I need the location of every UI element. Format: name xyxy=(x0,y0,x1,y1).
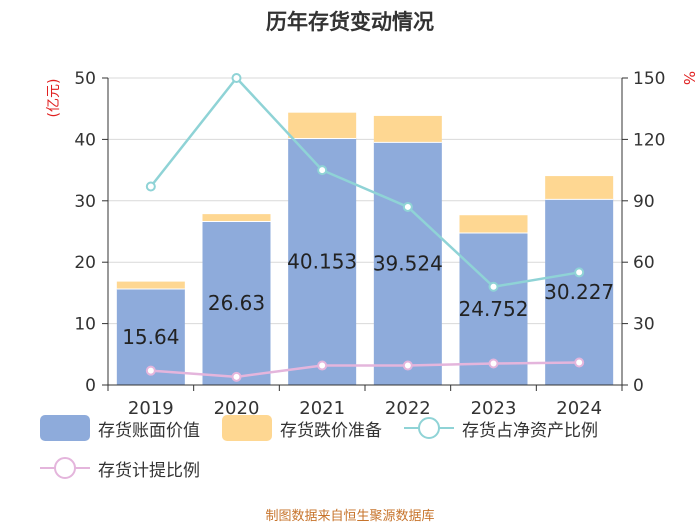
data-labels: 15.64 26.63 40.153 39.524 24.752 30.227 xyxy=(122,250,614,349)
inventory-ratio-point xyxy=(402,201,413,212)
grid-lines xyxy=(108,77,622,325)
x-tick-label: 2021 xyxy=(299,398,345,419)
bar-provision xyxy=(116,281,185,289)
line-series xyxy=(145,73,585,382)
x-tick-label: 2019 xyxy=(128,398,174,419)
y-right-tick-label: 150 xyxy=(633,69,665,89)
y-left-tick-label: 0 xyxy=(85,376,96,396)
legend-label-provision-ratio: 存货计提比例 xyxy=(98,460,200,481)
data-label-book-value: 15.64 xyxy=(122,325,179,349)
y-right-tick-label: 90 xyxy=(633,192,655,212)
y-right-tick-label: 120 xyxy=(633,130,665,150)
legend-row-1: 存货账面价值 存货跌价准备 存货占净资产比例 xyxy=(40,413,620,443)
bar-provision xyxy=(373,115,442,143)
bar-book-value xyxy=(373,142,442,385)
legend-label-provision: 存货跌价准备 xyxy=(280,420,382,441)
legend-label-inventory-ratio: 存货占净资产比例 xyxy=(462,420,598,441)
y-left-tick-label: 40 xyxy=(74,130,96,150)
bar-provision xyxy=(459,215,528,234)
x-tick-label: 2023 xyxy=(471,398,517,419)
y-right-axis-label: % xyxy=(680,71,698,85)
bar-provision xyxy=(288,112,357,139)
legend-swatch-inventory-ratio xyxy=(404,417,454,439)
data-label-book-value: 30.227 xyxy=(544,280,614,304)
y-right-tick-label: 30 xyxy=(633,315,655,335)
y-right-tick-label: 60 xyxy=(633,253,655,273)
y-left-tick-label: 50 xyxy=(74,69,96,89)
provision-ratio-point xyxy=(488,358,499,369)
legend-row-2: 存货计提比例 xyxy=(40,453,222,483)
provision-ratio-point xyxy=(231,371,242,382)
bar-book-value xyxy=(545,199,614,385)
legend-label-book-value: 存货账面价值 xyxy=(98,420,200,441)
axes: 0 10 20 30 40 50 0 30 60 90 120 150 2019 2020 2021 2022… xyxy=(46,69,698,419)
legend-swatch-book-value xyxy=(40,415,90,441)
inventory-ratio-point xyxy=(145,181,156,192)
provision-ratio-point xyxy=(574,357,585,368)
bar-provision xyxy=(202,214,271,222)
x-tick-label: 2020 xyxy=(214,398,260,419)
provision-ratio-point xyxy=(317,360,328,371)
chart-title: 历年存货变动情况 xyxy=(266,10,434,34)
inventory-ratio-point xyxy=(317,165,328,176)
data-label-book-value: 26.63 xyxy=(208,291,265,315)
legend-item-book-value[interactable]: 存货账面价值 xyxy=(40,415,200,441)
y-left-tick-label: 30 xyxy=(74,192,96,212)
data-label-book-value: 24.752 xyxy=(459,297,529,321)
bar-provision xyxy=(545,176,614,200)
legend-item-inventory-ratio[interactable]: 存货占净资产比例 xyxy=(404,415,598,441)
x-tick-label: 2022 xyxy=(385,398,431,419)
inventory-ratio-line xyxy=(149,76,580,289)
provision-ratio-point xyxy=(145,365,156,376)
bar-book-value xyxy=(202,221,271,385)
legend-swatch-provision xyxy=(222,415,272,441)
y-right-tick-label: 0 xyxy=(633,376,644,396)
legend-item-provision[interactable]: 存货跌价准备 xyxy=(222,415,382,441)
data-label-book-value: 40.153 xyxy=(287,250,357,274)
legend-swatch-provision-ratio xyxy=(40,457,90,479)
inventory-ratio-point xyxy=(231,73,242,83)
y-left-axis-label: (亿元) xyxy=(46,79,62,118)
source-footer: 制图数据来自恒生聚源数据库 xyxy=(265,509,435,524)
inventory-ratio-point xyxy=(488,281,499,292)
data-label-book-value: 39.524 xyxy=(373,252,443,276)
y-left-tick-label: 20 xyxy=(74,253,96,273)
y-left-tick-label: 10 xyxy=(74,315,96,335)
provision-ratio-point xyxy=(402,360,413,371)
legend-item-provision-ratio[interactable]: 存货计提比例 xyxy=(40,455,200,481)
x-tick-label: 2024 xyxy=(556,398,602,419)
provision-ratio-line xyxy=(150,361,580,379)
bar-series xyxy=(116,112,614,385)
inventory-ratio-point xyxy=(574,267,585,278)
